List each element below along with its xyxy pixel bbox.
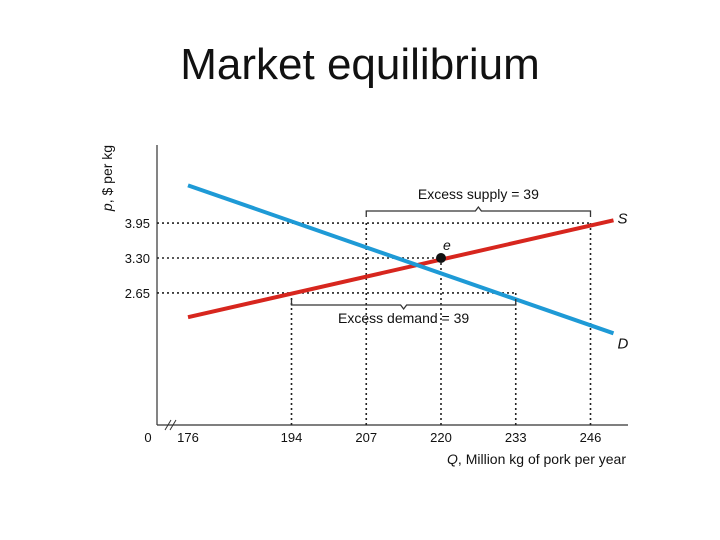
x-tick-label: 194 xyxy=(281,430,303,445)
demand-curve xyxy=(187,183,615,336)
supply-curve xyxy=(187,218,614,320)
excess-supply-label: Excess supply = 39 xyxy=(418,186,539,202)
origin-label: 0 xyxy=(144,430,151,445)
slide-title: Market equilibrium xyxy=(180,40,540,89)
y-tick-label: 3.30 xyxy=(125,251,150,266)
chart-series xyxy=(187,183,615,336)
x-axis-break-mark xyxy=(164,419,177,431)
x-tick-label: 246 xyxy=(580,430,602,445)
y-tick-label: 2.65 xyxy=(125,286,150,301)
x-tick-label: 207 xyxy=(355,430,377,445)
chart-ticks: 176 194 207 220 233 246 0 3.95 3.30 2.65 xyxy=(125,216,602,445)
x-tick-label: 176 xyxy=(177,430,199,445)
equilibrium-point xyxy=(436,253,446,263)
excess-demand-brace xyxy=(290,298,517,311)
demand-curve-label: D xyxy=(618,335,629,352)
y-axis-label: p, $ per kg xyxy=(99,145,115,212)
supply-curve-label: S xyxy=(618,210,628,227)
equilibrium-label: e xyxy=(443,237,451,253)
chart-axes xyxy=(156,145,628,431)
x-tick-label: 220 xyxy=(430,430,452,445)
chart-annotations xyxy=(290,205,592,311)
chart-labels: S De Excess supply = 39 Excess demand = 39 Q… xyxy=(99,145,629,467)
excess-supply-brace xyxy=(365,205,592,218)
x-tick-label: 233 xyxy=(505,430,527,445)
y-tick-label: 3.95 xyxy=(125,216,150,231)
excess-demand-label: Excess demand = 39 xyxy=(338,310,469,326)
x-axis-label: Q, Million kg of pork per year xyxy=(447,451,626,467)
